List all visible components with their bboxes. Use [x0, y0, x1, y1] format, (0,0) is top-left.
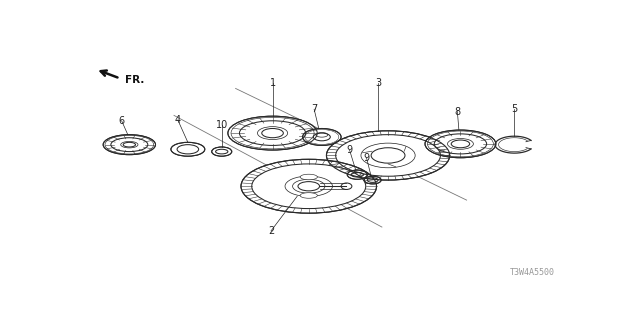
- Ellipse shape: [348, 170, 367, 179]
- Ellipse shape: [303, 129, 341, 145]
- Ellipse shape: [300, 193, 317, 198]
- Ellipse shape: [300, 174, 317, 180]
- Ellipse shape: [171, 142, 205, 156]
- Text: 6: 6: [118, 116, 125, 126]
- Ellipse shape: [241, 159, 376, 213]
- Ellipse shape: [103, 135, 156, 155]
- Text: 9: 9: [364, 153, 369, 163]
- Text: 3: 3: [375, 78, 381, 88]
- Text: 10: 10: [216, 120, 228, 130]
- Text: 7: 7: [311, 104, 317, 114]
- Text: 1: 1: [269, 78, 276, 88]
- Text: 5: 5: [511, 104, 518, 114]
- Ellipse shape: [364, 176, 381, 184]
- Text: FR.: FR.: [125, 75, 145, 85]
- Text: 9: 9: [346, 145, 353, 155]
- Text: T3W4A5500: T3W4A5500: [510, 268, 555, 277]
- Ellipse shape: [425, 130, 496, 158]
- Text: 8: 8: [454, 107, 460, 116]
- Ellipse shape: [228, 116, 317, 150]
- Ellipse shape: [326, 131, 450, 180]
- Text: 2: 2: [268, 226, 274, 236]
- Text: 4: 4: [175, 115, 181, 125]
- Ellipse shape: [212, 147, 232, 156]
